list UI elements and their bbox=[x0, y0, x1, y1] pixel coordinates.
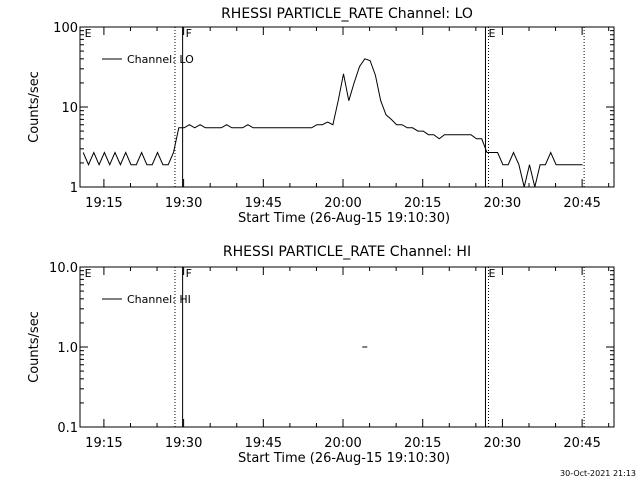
y-tick-label: 0.1 bbox=[57, 421, 78, 436]
y-tick-label: 100 bbox=[53, 21, 78, 36]
chart-title: RHESSI PARTICLE_RATE Channel: LO bbox=[221, 6, 473, 22]
hi-channel-panel: RHESSI PARTICLE_RATE Channel: HI 0.1 1.0 10… bbox=[27, 244, 615, 466]
x-tick-label: 19:45 bbox=[245, 196, 282, 211]
legend-label: Channel: LO bbox=[127, 53, 194, 66]
x-tick-label: 19:30 bbox=[165, 436, 202, 451]
y-tick-label: 10.0 bbox=[49, 261, 78, 276]
x-tick-label: 20:30 bbox=[484, 196, 521, 211]
marker-label: E bbox=[488, 27, 495, 40]
x-axis-label: Start Time (26-Aug-15 19:10:30) bbox=[238, 211, 450, 226]
x-tick-label: 20:00 bbox=[324, 196, 361, 211]
x-tick-label: 20:15 bbox=[404, 196, 441, 211]
y-tick-label: 10 bbox=[61, 101, 78, 116]
plot-frame bbox=[79, 26, 615, 188]
marker-label: E bbox=[488, 267, 495, 280]
y-tick-label: 1.0 bbox=[57, 341, 78, 356]
x-tick-label: 20:30 bbox=[484, 436, 521, 451]
data-series-line bbox=[82, 58, 583, 188]
x-axis-label: Start Time (26-Aug-15 19:10:30) bbox=[238, 451, 450, 466]
x-tick-label: 19:15 bbox=[85, 196, 122, 211]
lo-channel-panel: RHESSI PARTICLE_RATE Channel: LO 1 10 100 19… bbox=[27, 6, 615, 226]
plot-frame bbox=[79, 266, 615, 428]
x-tick-label: 20:45 bbox=[563, 196, 600, 211]
x-tick-label: 20:15 bbox=[404, 436, 441, 451]
marker-label: F bbox=[186, 267, 192, 280]
legend-label: Channel: HI bbox=[127, 293, 191, 306]
x-tick-label: 19:15 bbox=[85, 436, 122, 451]
chart-title: RHESSI PARTICLE_RATE Channel: HI bbox=[223, 244, 471, 260]
footer-timestamp: 30-Oct-2021 21:13 bbox=[560, 469, 636, 478]
x-tick-label: 19:45 bbox=[245, 436, 282, 451]
y-tick-label: 1 bbox=[70, 181, 78, 196]
marker-label: E bbox=[85, 27, 92, 40]
x-tick-label: 20:45 bbox=[563, 436, 600, 451]
x-tick-label: 19:30 bbox=[165, 196, 202, 211]
y-axis-label: Counts/sec bbox=[27, 71, 42, 143]
x-tick-label: 20:00 bbox=[324, 436, 361, 451]
y-axis-label: Counts/sec bbox=[27, 311, 42, 383]
marker-label: E bbox=[85, 267, 92, 280]
marker-label: F bbox=[186, 27, 192, 40]
